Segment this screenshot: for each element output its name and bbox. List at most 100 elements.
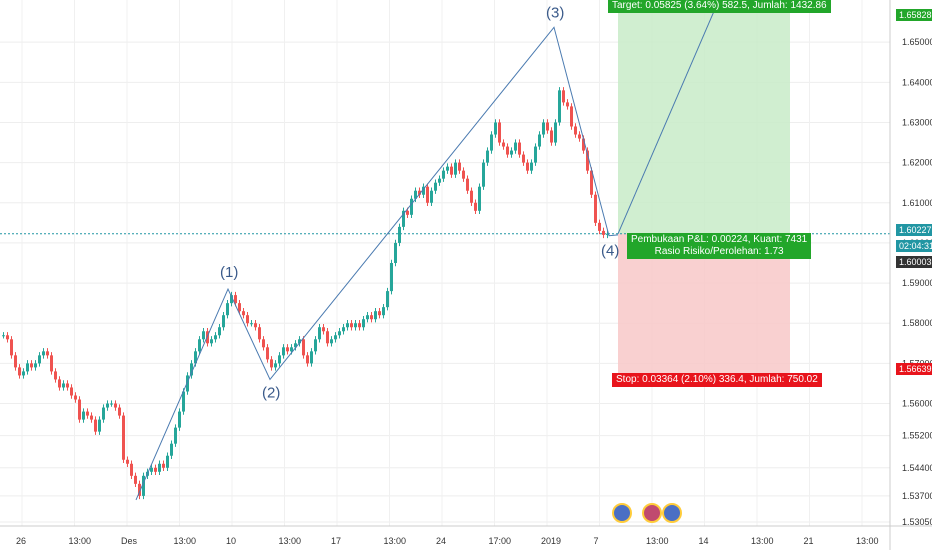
candle-body — [458, 162, 461, 171]
candle-body — [594, 194, 597, 223]
y-tick-label: 1.65000 — [902, 37, 932, 47]
candle-body — [334, 335, 337, 340]
wave-label: (3) — [546, 4, 564, 21]
candle-body — [66, 383, 69, 388]
candle-body — [554, 122, 557, 143]
x-tick-label: 14 — [699, 536, 709, 546]
candle-body — [362, 319, 365, 328]
candle-body — [446, 166, 449, 171]
candle-body — [254, 323, 257, 328]
candle-body — [134, 475, 137, 484]
candle-body — [178, 411, 181, 428]
y-tick-label: 1.54400 — [902, 463, 932, 473]
profit-zone — [618, 8, 790, 234]
y-tick-label: 1.55200 — [902, 431, 932, 441]
ratio-text: Rasio Risiko/Perolehan: 1.73 — [654, 246, 784, 257]
candle-body — [10, 339, 13, 356]
candle-body — [170, 443, 173, 456]
candle-body — [382, 307, 385, 316]
x-tick-label: 13:00 — [279, 536, 302, 546]
event-flag-icon[interactable] — [612, 503, 632, 523]
candle-body — [542, 122, 545, 135]
candle-body — [222, 315, 225, 328]
x-tick-label: 7 — [594, 536, 599, 546]
candle-body — [230, 295, 233, 304]
candle-body — [450, 166, 453, 175]
candle-body — [518, 142, 521, 155]
candle-body — [346, 323, 349, 328]
candle-body — [46, 351, 49, 356]
candle-body — [294, 343, 297, 348]
wave-line — [135, 26, 619, 501]
candle-body — [330, 339, 333, 344]
event-icons[interactable] — [612, 503, 692, 523]
candle-body — [90, 415, 93, 420]
candle-body — [478, 186, 481, 211]
candle-body — [410, 198, 413, 215]
y-tick-label: 1.58000 — [902, 318, 932, 328]
candle-body — [366, 315, 369, 320]
candle-body — [422, 186, 425, 195]
candle-body — [22, 371, 25, 376]
countdown-tag: 02:04:31 — [896, 240, 932, 252]
candle-body — [574, 126, 577, 135]
candle-body — [286, 347, 289, 352]
candle-body — [310, 351, 313, 364]
candle-body — [182, 391, 185, 412]
candle-body — [514, 142, 517, 151]
y-tick-label: 1.62000 — [902, 158, 932, 168]
candle-body — [350, 323, 353, 328]
candle-body — [218, 327, 221, 336]
candle-body — [266, 347, 269, 360]
x-tick-label: 10 — [226, 536, 236, 546]
candle-body — [314, 339, 317, 352]
candle-body — [226, 303, 229, 316]
candle-body — [42, 351, 45, 356]
candle-body — [250, 323, 253, 325]
candle-body — [38, 355, 41, 364]
y-tick-label: 1.53050 — [902, 517, 932, 527]
candle-body — [174, 427, 177, 444]
y-tick-label: 1.53700 — [902, 491, 932, 501]
candle-body — [494, 122, 497, 135]
candle-body — [278, 355, 281, 364]
candle-body — [282, 347, 285, 356]
candle-body — [338, 331, 341, 336]
candle-body — [586, 150, 589, 171]
x-tick-label: 17 — [331, 536, 341, 546]
wave-label: (2) — [262, 384, 280, 401]
candle-body — [538, 134, 541, 147]
target-label[interactable]: Target: 0.05825 (3.64%) 582.5, Jumlah: 1… — [608, 0, 831, 13]
candle-body — [202, 331, 205, 340]
position-zones — [0, 8, 890, 378]
event-flag-icon[interactable] — [642, 503, 662, 523]
candle-body — [54, 371, 57, 380]
candle-body — [242, 311, 245, 316]
candle-body — [82, 411, 85, 420]
event-flag-icon[interactable] — [662, 503, 682, 523]
candle-body — [570, 106, 573, 127]
candle-body — [374, 311, 377, 320]
elliott-wave-overlay[interactable]: (1) (2) (3) (4) — [135, 4, 619, 501]
pnl-label[interactable]: Pembukaan P&L: 0.00224, Kuant: 7431 Rasi… — [627, 233, 812, 259]
candle-body — [426, 186, 429, 203]
target-price-tag: 1.65828 — [896, 9, 932, 21]
candle-body — [454, 162, 457, 175]
candle-body — [130, 463, 133, 476]
stop-label[interactable]: Stop: 0.03364 (2.10%) 336.4, Jumlah: 750… — [612, 373, 822, 387]
x-tick-label: 17:00 — [489, 536, 512, 546]
x-tick-label: Des — [121, 536, 138, 546]
candle-body — [102, 407, 105, 420]
candle-body — [290, 347, 293, 352]
candle-body — [86, 411, 89, 416]
candle-body — [106, 403, 109, 408]
candle-body — [274, 363, 277, 368]
candle-body — [550, 130, 553, 143]
candle-body — [62, 383, 65, 388]
candle-body — [590, 170, 593, 195]
candle-body — [30, 363, 33, 368]
candle-body — [210, 339, 213, 344]
candle-body — [402, 210, 405, 227]
